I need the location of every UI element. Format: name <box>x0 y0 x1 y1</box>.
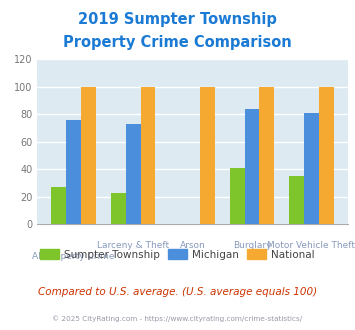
Bar <box>304 113 319 224</box>
Bar <box>289 176 304 224</box>
Bar <box>319 87 334 224</box>
Bar <box>81 87 96 224</box>
Text: Motor Vehicle Theft: Motor Vehicle Theft <box>267 241 355 250</box>
Text: 2019 Sumpter Township: 2019 Sumpter Township <box>78 12 277 26</box>
Text: Arson: Arson <box>180 241 206 250</box>
Bar <box>200 87 215 224</box>
Text: All Property Crime: All Property Crime <box>32 252 115 261</box>
Bar <box>111 193 126 224</box>
Legend: Sumpter Township, Michigan, National: Sumpter Township, Michigan, National <box>36 245 319 264</box>
Text: Larceny & Theft: Larceny & Theft <box>97 241 169 250</box>
Text: © 2025 CityRating.com - https://www.cityrating.com/crime-statistics/: © 2025 CityRating.com - https://www.city… <box>53 315 302 322</box>
Bar <box>126 124 141 224</box>
Bar <box>66 120 81 224</box>
Bar <box>260 87 274 224</box>
Bar <box>51 187 66 224</box>
Text: Property Crime Comparison: Property Crime Comparison <box>63 35 292 50</box>
Bar <box>245 109 260 224</box>
Bar <box>230 168 245 224</box>
Text: Burglary: Burglary <box>233 241 271 250</box>
Text: Compared to U.S. average. (U.S. average equals 100): Compared to U.S. average. (U.S. average … <box>38 287 317 297</box>
Bar <box>141 87 155 224</box>
